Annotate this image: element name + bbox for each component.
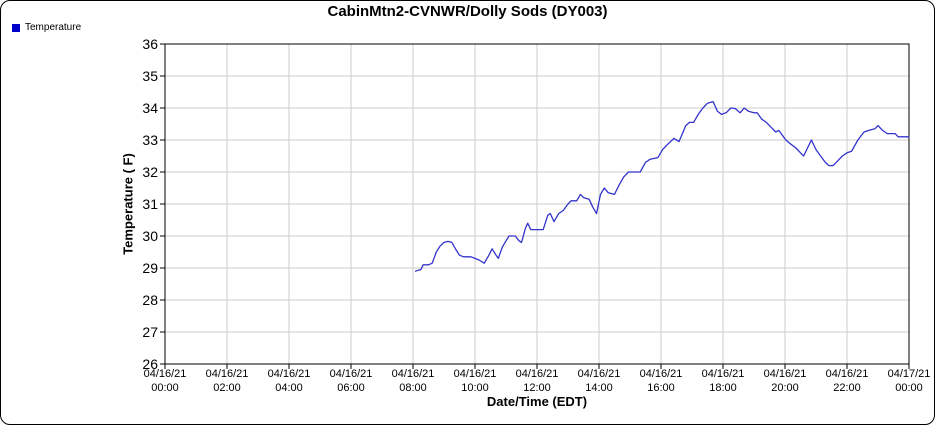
temperature-line xyxy=(414,100,910,272)
y-tick-label: 26 xyxy=(142,356,158,372)
y-tick-label: 31 xyxy=(142,196,158,212)
x-tick-time: 18:00 xyxy=(709,382,737,394)
x-tick-label: 04/16/21 22:00 xyxy=(816,367,878,395)
chart-title: CabinMtn2-CVNWR/Dolly Sods (DY003) xyxy=(327,3,608,20)
x-tick-label: 04/16/21 12:00 xyxy=(506,367,568,395)
legend-swatch-temperature xyxy=(12,23,20,32)
x-tick-time: 12:00 xyxy=(523,382,551,394)
x-tick-date: 04/17/21 xyxy=(887,368,931,380)
x-tick-time: 22:00 xyxy=(833,382,861,394)
x-tick-date: 04/16/21 xyxy=(701,368,745,380)
x-tick-time: 04:00 xyxy=(275,382,303,394)
plot-border xyxy=(164,43,910,365)
y-tick-label: 35 xyxy=(142,68,158,84)
x-tick-label: 04/17/21 00:00 xyxy=(878,367,934,395)
y-tick-label: 32 xyxy=(142,164,158,180)
x-tick-date: 04/16/21 xyxy=(577,368,621,380)
x-tick-date: 04/16/21 xyxy=(267,368,311,380)
y-tick-label: 29 xyxy=(142,260,158,276)
x-tick-date: 04/16/21 xyxy=(515,368,559,380)
y-tick-label: 33 xyxy=(142,132,158,148)
x-tick-date: 04/16/21 xyxy=(763,368,807,380)
x-tick-label: 04/16/21 10:00 xyxy=(444,367,506,395)
x-tick-date: 04/16/21 xyxy=(453,368,497,380)
x-tick-time: 10:00 xyxy=(461,382,489,394)
x-tick-label: 04/16/21 16:00 xyxy=(630,367,692,395)
y-tick-label: 34 xyxy=(142,100,158,116)
x-tick-date: 04/16/21 xyxy=(329,368,373,380)
x-tick-time: 14:00 xyxy=(585,382,613,394)
x-tick-time: 00:00 xyxy=(895,382,923,394)
legend-label-temperature: Temperature xyxy=(25,22,82,33)
x-tick-label: 04/16/21 18:00 xyxy=(692,367,754,395)
y-tick-label: 30 xyxy=(142,228,158,244)
x-tick-date: 04/16/21 xyxy=(639,368,683,380)
x-tick-time: 02:00 xyxy=(213,382,241,394)
x-tick-time: 20:00 xyxy=(771,382,799,394)
x-tick-time: 16:00 xyxy=(647,382,675,394)
x-tick-label: 04/16/21 20:00 xyxy=(754,367,816,395)
y-tick-label: 27 xyxy=(142,324,158,340)
x-tick-label: 04/16/21 06:00 xyxy=(320,367,382,395)
x-axis-title: Date/Time (EDT) xyxy=(486,394,588,409)
y-tick-label: 36 xyxy=(142,36,158,52)
x-tick-time: 06:00 xyxy=(337,382,365,394)
x-tick-label: 04/16/21 00:00 xyxy=(134,367,196,395)
x-tick-time: 08:00 xyxy=(399,382,427,394)
x-tick-label: 04/16/21 02:00 xyxy=(196,367,258,395)
x-tick-time: 00:00 xyxy=(151,382,179,394)
x-tick-date: 04/16/21 xyxy=(143,368,187,380)
x-tick-date: 04/16/21 xyxy=(825,368,869,380)
x-tick-date: 04/16/21 xyxy=(205,368,249,380)
x-tick-date: 04/16/21 xyxy=(391,368,435,380)
legend: Temperature xyxy=(12,22,81,33)
x-tick-label: 04/16/21 14:00 xyxy=(568,367,630,395)
y-tick-label: 28 xyxy=(142,292,158,308)
x-tick-label: 04/16/21 04:00 xyxy=(258,367,320,395)
x-tick-label: 04/16/21 08:00 xyxy=(382,367,444,395)
